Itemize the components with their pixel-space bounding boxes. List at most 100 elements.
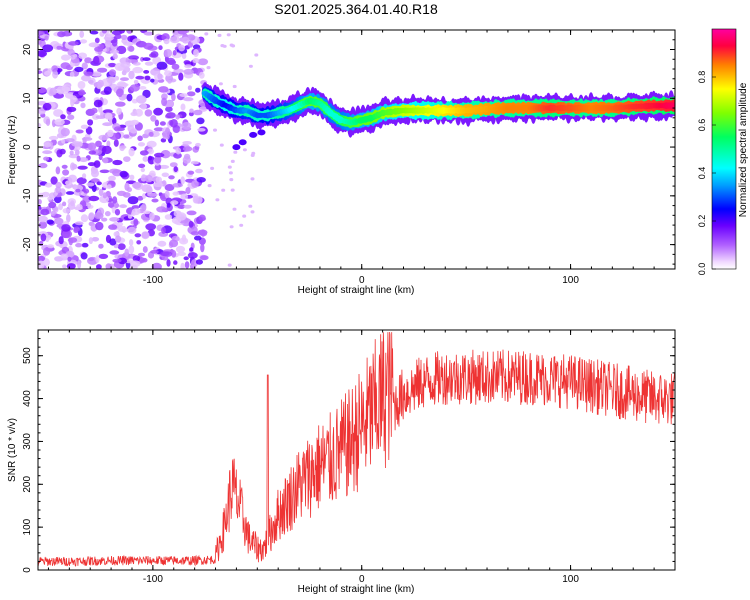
heatmap-noise-cell (83, 188, 90, 194)
heatmap-noise-cell (199, 231, 207, 237)
heatmap-noise-cell (140, 103, 147, 110)
heatmap-noise-cell (62, 264, 67, 269)
heatmap-noise-cell (81, 137, 93, 141)
y-tick-label: 200 (22, 476, 33, 493)
heatmap-noise-cell (173, 68, 184, 74)
heatmap-noise-cell (227, 165, 232, 169)
heatmap-noise-cell (156, 206, 167, 213)
heatmap-noise-cell (87, 256, 98, 265)
heatmap-noise-cell (178, 44, 186, 52)
heatmap-noise-cell (96, 264, 102, 269)
heatmap-noise-cell (91, 184, 97, 193)
heatmap-noise-cell (152, 182, 164, 187)
heatmap-noise-cell (164, 214, 173, 220)
heatmap-noise-cell (161, 226, 166, 234)
colorbar-ticks: 0.0 0.2 0.4 0.6 0.8 (697, 71, 716, 275)
heatmap-noise-cell (66, 191, 74, 195)
heatmap-ridge-cell (670, 102, 675, 109)
colorbar-tick-label: 0.2 (697, 215, 707, 228)
heatmap-noise-cell (117, 82, 129, 87)
heatmap-noise-cell (232, 207, 237, 211)
heatmap-noise-cell (94, 212, 104, 220)
heatmap-noise-cell (217, 33, 222, 38)
figure-title: S201.2025.364.01.40.R18 (274, 1, 438, 17)
heatmap-noise-cell (141, 231, 149, 239)
heatmap-noise-cell (130, 111, 138, 117)
heatmap-noise-cell (61, 139, 66, 144)
heatmap-noise-cell (98, 188, 104, 197)
heatmap-noise-cell (114, 34, 122, 39)
heatmap-noise-cell (111, 39, 118, 47)
y-tick-label: 0 (22, 567, 33, 573)
heatmap-noise-cell (56, 68, 63, 73)
heatmap-noise-cell (127, 214, 133, 219)
heatmap-noise-cell (109, 238, 117, 246)
heatmap-noise-cell (115, 101, 126, 107)
heatmap-noise-cell (88, 42, 100, 48)
heatmap-noise-cell (45, 182, 53, 188)
heatmap-noise-cell (101, 30, 108, 34)
heatmap-noise-cell (164, 184, 175, 191)
heatmap-noise-cell (176, 212, 187, 221)
heatmap-noise-cell (93, 160, 101, 168)
heatmap-noise-cell (151, 198, 159, 203)
heatmap-noise-cell (56, 45, 63, 50)
heatmap-noise-cell (62, 229, 72, 239)
heatmap-noise-cell (113, 139, 119, 147)
heatmap-noise-cell (60, 253, 68, 259)
heatmap-noise-cell (80, 214, 89, 223)
heatmap-noise-cell (177, 204, 186, 210)
heatmap-noise-cell (192, 195, 199, 204)
heatmap-noise-cell (73, 226, 81, 232)
heatmap-noise-cell (134, 233, 142, 238)
x-tick-label: 100 (562, 574, 579, 585)
heatmap-noise-cell (143, 210, 151, 215)
heatmap-noise-cell (130, 119, 139, 125)
heatmap-noise-cell (193, 49, 199, 57)
heatmap-noise-cell (157, 73, 163, 80)
heatmap-noise-cell (119, 145, 127, 149)
heatmap-noise-cell (109, 49, 120, 54)
heatmap-noise-cell (84, 71, 94, 76)
heatmap-noise-cell (119, 204, 127, 209)
heatmap-noise-cell (87, 142, 97, 151)
heatmap-noise-cell (127, 125, 135, 133)
heatmap-noise-cell (181, 122, 192, 130)
heatmap-noise-cell (185, 187, 191, 195)
heatmap-noise-cell (126, 187, 132, 193)
heatmap-noise-cell (79, 30, 85, 38)
heatmap-noise-cell (117, 243, 126, 251)
heatmap-noise-cell (75, 129, 84, 134)
heatmap-noise-cell (227, 263, 232, 267)
heatmap-noise-cell (180, 193, 188, 200)
heatmap-noise-cell (133, 218, 139, 227)
heatmap-noise-cell (127, 226, 137, 234)
heatmap-noise-cell (43, 247, 51, 256)
heatmap-noise-cell (233, 150, 238, 154)
heatmap-noise-cell (84, 57, 92, 64)
heatmap-noise-cell (144, 175, 153, 183)
heatmap-noise-cell (70, 54, 76, 60)
heatmap-noise-cell (68, 237, 74, 246)
heatmap-noise-cell (143, 42, 154, 50)
heatmap-noise-cell (181, 36, 190, 44)
heatmap-noise-cell (68, 174, 77, 183)
heatmap-noise-cell (67, 256, 72, 262)
heatmap-noise-cell (77, 165, 88, 170)
heatmap-noise-cell (173, 260, 178, 265)
heatmap-noise-cell (60, 127, 70, 137)
heatmap-noise-cell (162, 251, 173, 257)
heatmap-noise-cell (98, 154, 103, 161)
colorbar-tick-label: 0.8 (697, 71, 707, 84)
heatmap-noise-cell (99, 195, 110, 204)
heatmap-noise-cell (62, 208, 71, 214)
heatmap-noise-cell (91, 169, 99, 178)
heatmap-noise-cell (166, 57, 176, 65)
heatmap-noise-cell (52, 206, 58, 212)
heatmap-noise-cell (74, 221, 84, 226)
heatmap-noise-cell (38, 199, 42, 205)
heatmap-noise-cell (187, 252, 198, 259)
heatmap-noise-cell (114, 126, 122, 132)
heatmap-noise-cell (151, 262, 162, 269)
